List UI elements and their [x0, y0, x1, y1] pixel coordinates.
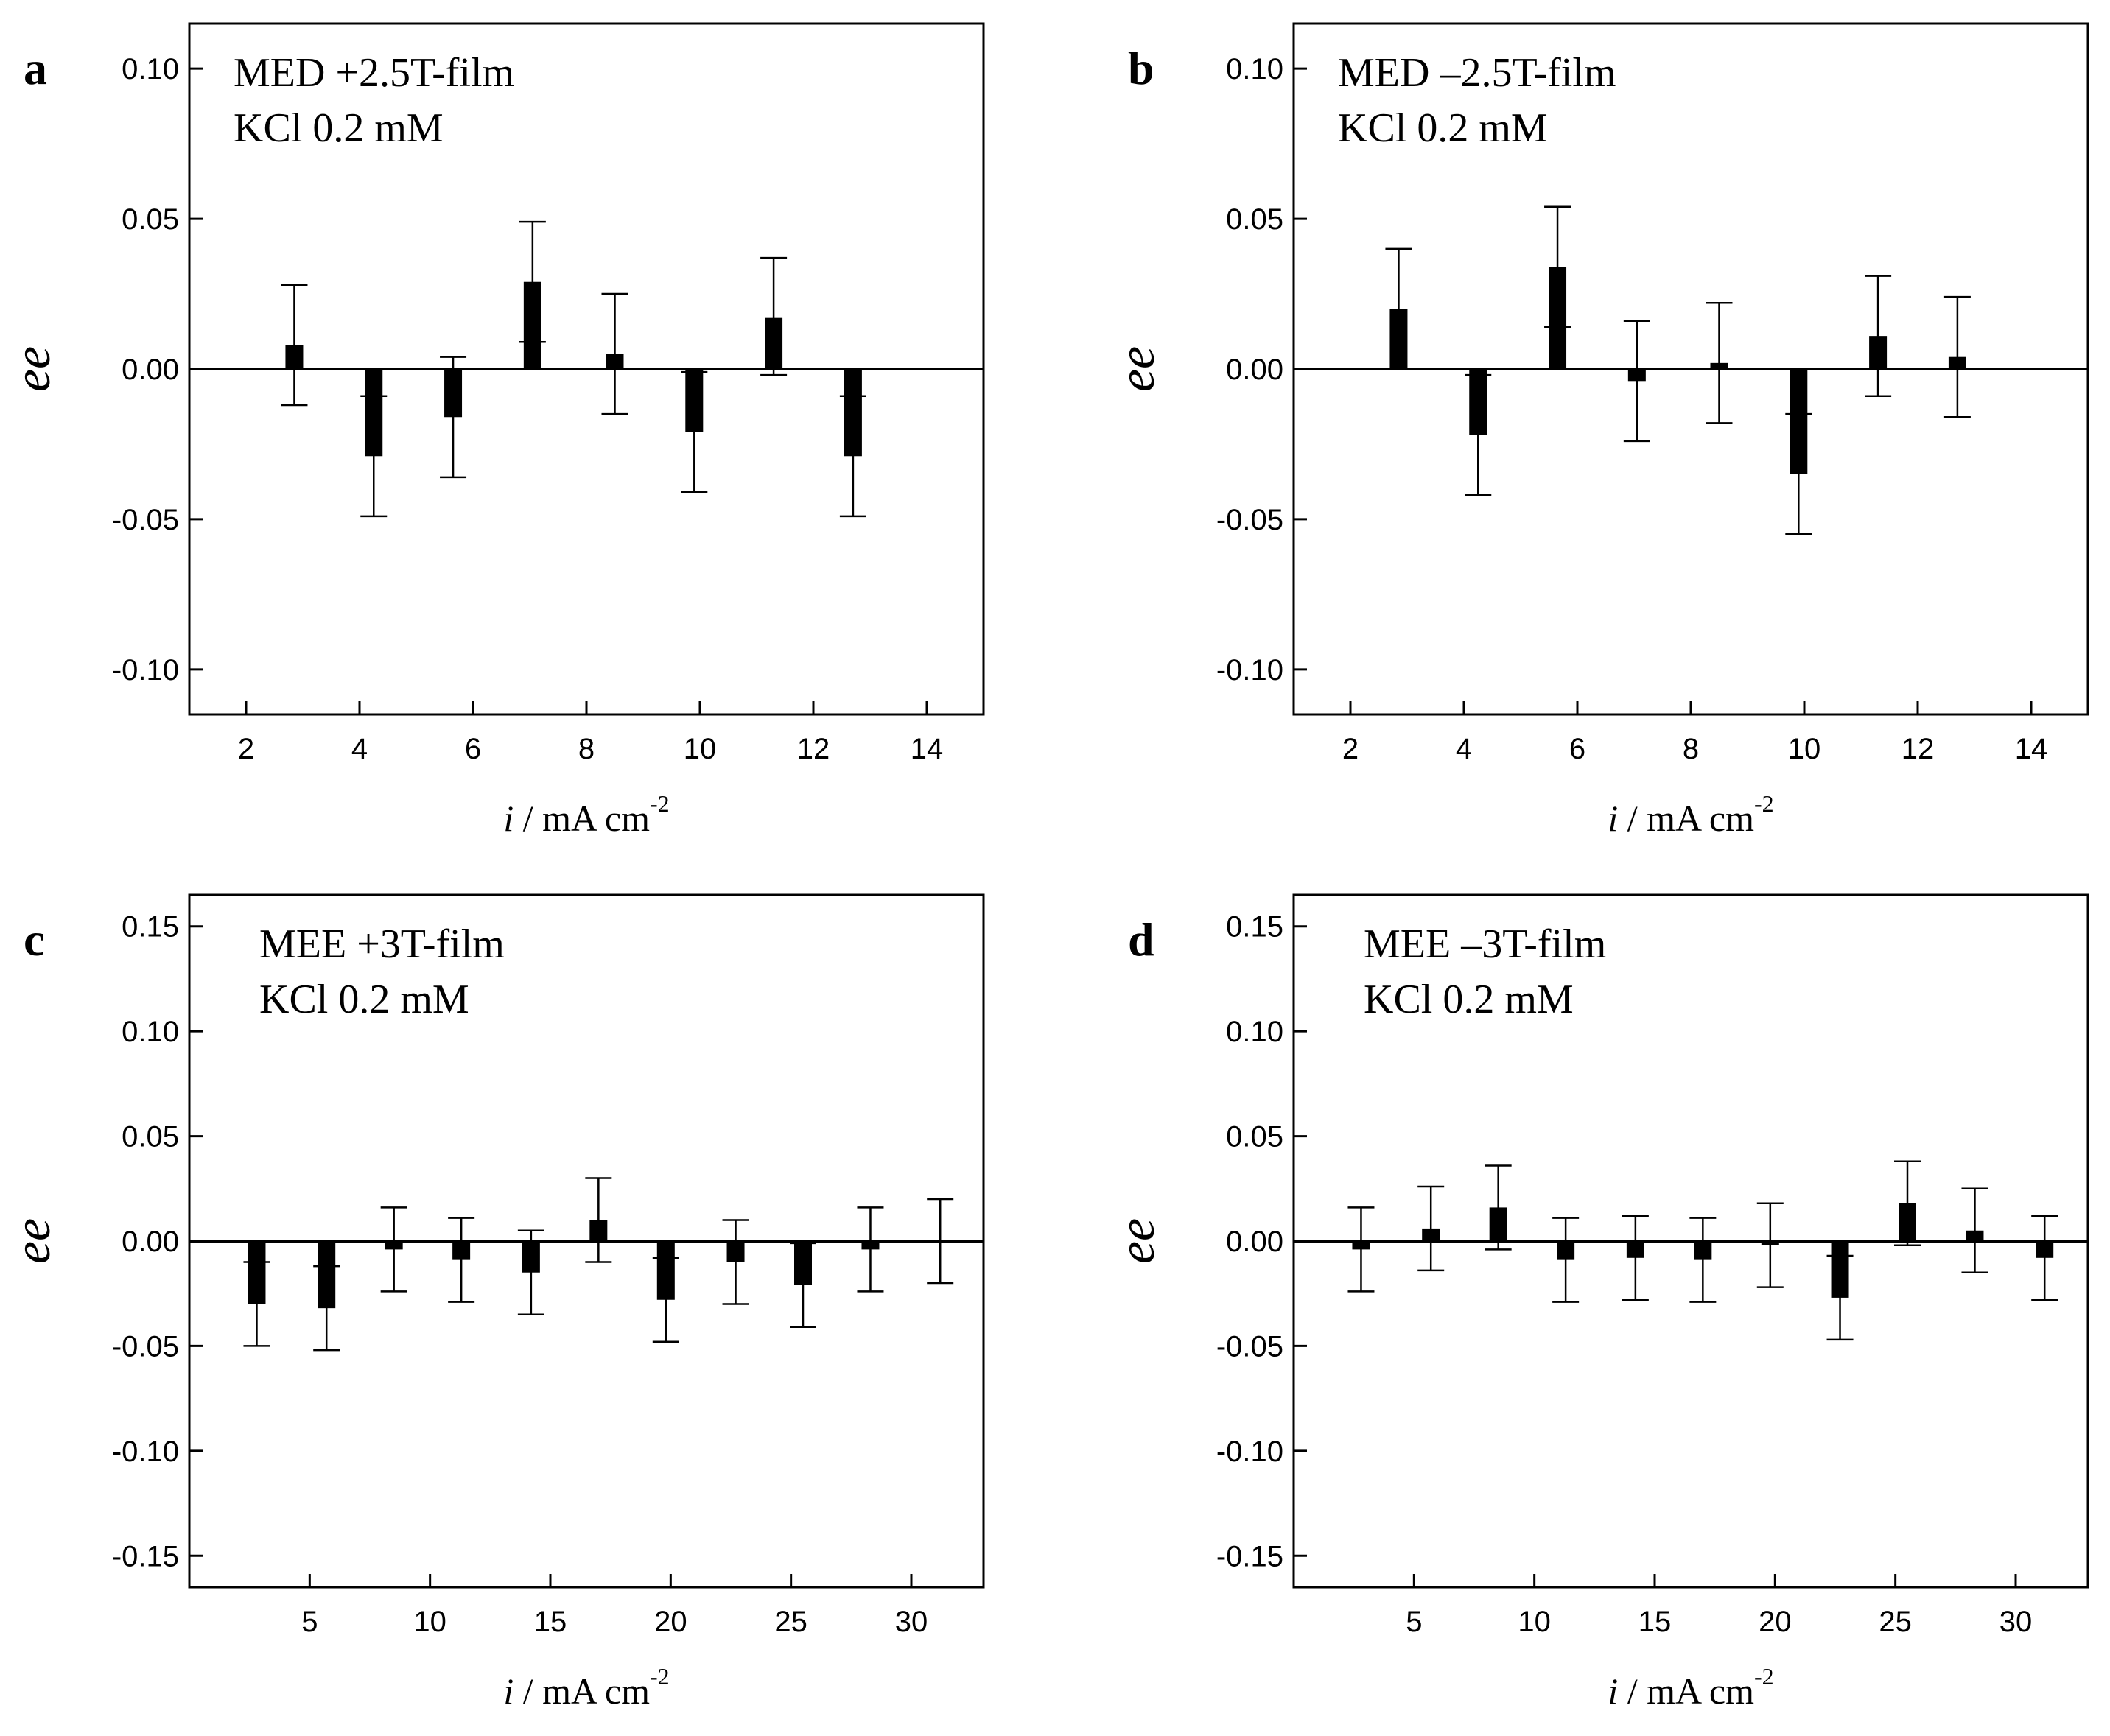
- y-tick-label: -0.10: [112, 654, 179, 686]
- x-axis-label-sup: -2: [650, 1663, 670, 1690]
- x-tick-label: 2: [1342, 733, 1359, 765]
- x-axis-label: i / mA cm-2: [1608, 1663, 1773, 1712]
- y-tick-label: 0.00: [1226, 354, 1283, 386]
- x-axis-label-var: i: [503, 798, 514, 839]
- x-axis-label-unit: / mA cm: [514, 1670, 650, 1712]
- x-tick-label: 4: [1456, 733, 1472, 765]
- x-axis-label: i / mA cm-2: [503, 790, 669, 839]
- y-tick-label: 0.05: [1226, 1121, 1283, 1153]
- x-tick-label: 25: [1879, 1606, 1912, 1638]
- x-tick-label: 15: [534, 1606, 567, 1638]
- y-tick-label: 0.15: [122, 911, 179, 943]
- panel-letter: a: [24, 42, 47, 94]
- y-tick-label: 0.05: [122, 203, 179, 236]
- x-tick-label: 5: [301, 1606, 318, 1638]
- panel-b: 0.10 0.05 0.00 -0.05 -0.10 2 4 6 8 10 12 14 b MED –2.…: [1109, 22, 2089, 839]
- y-tick-label: -0.05: [1216, 504, 1283, 536]
- x-tick-label: 14: [2015, 733, 2048, 765]
- x-axis-label-unit: / mA cm: [1618, 1670, 1754, 1712]
- x-tick-label: 30: [1999, 1606, 2033, 1638]
- x-axis-label-sup: -2: [1754, 790, 1774, 817]
- y-axis-label: ee: [1109, 346, 1166, 392]
- y-tick-label: -0.15: [1216, 1540, 1283, 1572]
- y-tick-label: 0.10: [1226, 1016, 1283, 1048]
- annotation: MEE –3T-film: [1364, 921, 1606, 967]
- panels: 0.10 0.05 0.00 -0.05 -0.10 2 4 6 8 10 12 14 a MED +2.…: [4, 22, 2089, 1712]
- x-axis-label-unit: / mA cm: [1618, 798, 1754, 839]
- annotation: KCl 0.2 mM: [234, 105, 444, 151]
- y-tick-label: -0.10: [1216, 654, 1283, 686]
- y-axis-label: ee: [4, 346, 61, 392]
- x-axis-label-sup: -2: [1754, 1663, 1774, 1690]
- annotation: KCl 0.2 mM: [1338, 105, 1548, 151]
- y-tick-label: 0.15: [1226, 911, 1283, 943]
- x-tick-label: 20: [1759, 1606, 1792, 1638]
- annotation: MEE +3T-film: [259, 921, 505, 967]
- y-axis-label: ee: [4, 1218, 61, 1264]
- panel-letter: d: [1128, 913, 1154, 966]
- x-tick-label: 10: [413, 1606, 446, 1638]
- annotation: KCl 0.2 mM: [1364, 977, 1574, 1022]
- x-tick-label: 14: [911, 733, 944, 765]
- y-tick-label: 0.10: [122, 53, 179, 85]
- panel-letter: b: [1128, 42, 1154, 94]
- x-axis-label-var: i: [1608, 1670, 1618, 1712]
- x-tick-label: 10: [1518, 1606, 1551, 1638]
- annotation: MED +2.5T-film: [234, 50, 514, 96]
- y-tick-label: 0.00: [122, 354, 179, 386]
- y-tick-label: 0.05: [1226, 203, 1283, 236]
- x-tick-label: 12: [797, 733, 830, 765]
- annotation: KCl 0.2 mM: [259, 977, 469, 1022]
- y-axis-label: ee: [1109, 1218, 1166, 1264]
- y-tick-label: 0.10: [1226, 53, 1283, 85]
- x-tick-label: 25: [774, 1606, 807, 1638]
- x-tick-label: 6: [465, 733, 481, 765]
- y-tick-label: -0.05: [1216, 1330, 1283, 1363]
- x-tick-label: 10: [1788, 733, 1821, 765]
- x-axis-label: i / mA cm-2: [503, 1663, 669, 1712]
- y-tick-label: 0.00: [122, 1226, 179, 1258]
- x-axis-label-sup: -2: [650, 790, 670, 817]
- y-tick-label: 0.00: [1226, 1226, 1283, 1258]
- x-axis-label-unit: / mA cm: [514, 798, 650, 839]
- y-tick-label: 0.05: [122, 1121, 179, 1153]
- y-tick-label: -0.10: [112, 1435, 179, 1468]
- y-tick-label: 0.10: [122, 1016, 179, 1048]
- x-tick-label: 4: [351, 733, 368, 765]
- x-tick-label: 8: [578, 733, 595, 765]
- x-axis-label: i / mA cm-2: [1608, 790, 1773, 839]
- y-tick-label: -0.05: [112, 504, 179, 536]
- x-tick-label: 2: [238, 733, 254, 765]
- x-tick-label: 15: [1638, 1606, 1672, 1638]
- panel-d: 0.15 0.10 0.05 0.00 -0.05 -0.10 -0.15 5 10 15 20 25…: [1109, 893, 2089, 1712]
- y-tick-label: -0.15: [112, 1540, 179, 1572]
- x-axis-label-var: i: [1608, 798, 1618, 839]
- annotation: MED –2.5T-film: [1338, 50, 1616, 96]
- panel-a: 0.10 0.05 0.00 -0.05 -0.10 2 4 6 8 10 12 14 a MED +2.…: [4, 22, 985, 839]
- x-tick-label: 30: [895, 1606, 928, 1638]
- panel-letter: c: [24, 913, 44, 966]
- y-tick-label: -0.10: [1216, 1435, 1283, 1468]
- y-tick-label: -0.05: [112, 1330, 179, 1363]
- x-tick-label: 8: [1683, 733, 1699, 765]
- x-tick-label: 20: [654, 1606, 687, 1638]
- x-tick-label: 6: [1569, 733, 1585, 765]
- x-axis-label-var: i: [503, 1670, 514, 1712]
- x-tick-label: 10: [684, 733, 717, 765]
- x-tick-label: 12: [1902, 733, 1935, 765]
- panel-c: 0.15 0.10 0.05 0.00 -0.05 -0.10 -0.15 5 10 15 20 25…: [4, 893, 985, 1712]
- x-tick-label: 5: [1406, 1606, 1422, 1638]
